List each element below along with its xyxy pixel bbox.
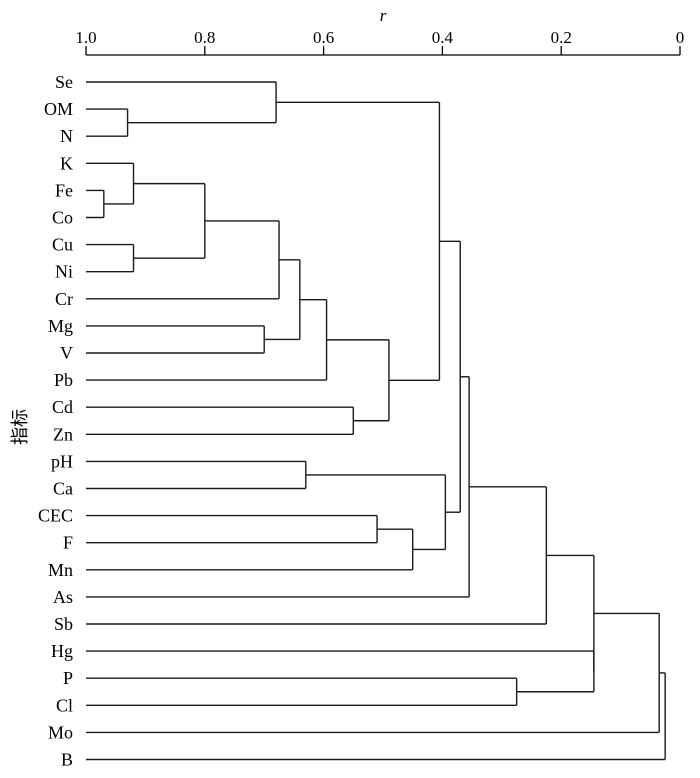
leaf-label: Ni [55, 262, 73, 282]
leaf-label: Cr [55, 289, 73, 309]
leaf-label: Ca [53, 479, 73, 499]
x-tick-label: 0.6 [313, 28, 334, 47]
leaf-label: Zn [53, 424, 73, 444]
x-tick-label: 0.4 [432, 28, 454, 47]
leaf-label: Mo [48, 722, 73, 742]
leaf-label: B [61, 750, 73, 770]
leaf-label: Fe [55, 180, 73, 200]
x-tick-label: 0.8 [194, 28, 215, 47]
leaf-labels: Se OM NK Fe Co Cu Ni Cr Mg V Pb Cd Zn pH Ca CEC F Mn As Sb H… [38, 72, 73, 770]
leaf-label: Cd [52, 397, 73, 417]
leaf-label: As [53, 587, 73, 607]
leaf-label: Mn [48, 560, 73, 580]
leaf-label: F [63, 533, 73, 553]
leaf-label: OM [44, 99, 73, 119]
y-axis-title: 指标 [10, 409, 30, 445]
x-tick-label: 1.0 [75, 28, 96, 47]
leaf-label: Pb [54, 370, 73, 390]
leaf-label: Co [52, 208, 73, 228]
leaf-label: N [60, 126, 73, 146]
dendrogram-tree [86, 81, 666, 761]
leaf-label: Cu [52, 235, 73, 255]
leaf-label: K [60, 153, 73, 173]
leaf-label: Cl [56, 695, 73, 715]
leaf-label: Hg [51, 641, 73, 661]
leaf-label: P [63, 668, 73, 688]
leaf-label: Mg [48, 316, 73, 336]
x-axis-title: r [380, 6, 387, 25]
x-tick-label: 0.2 [551, 28, 572, 47]
leaf-label: pH [51, 451, 73, 471]
leaf-label: Sb [54, 614, 73, 634]
leaf-label: V [60, 343, 73, 363]
leaf-label: CEC [38, 506, 73, 526]
x-tick-label: 0 [676, 28, 685, 47]
x-axis: 1.0 0.8 0.6 0.4 0.2 0 [75, 28, 685, 56]
leaf-label: Se [55, 72, 73, 92]
